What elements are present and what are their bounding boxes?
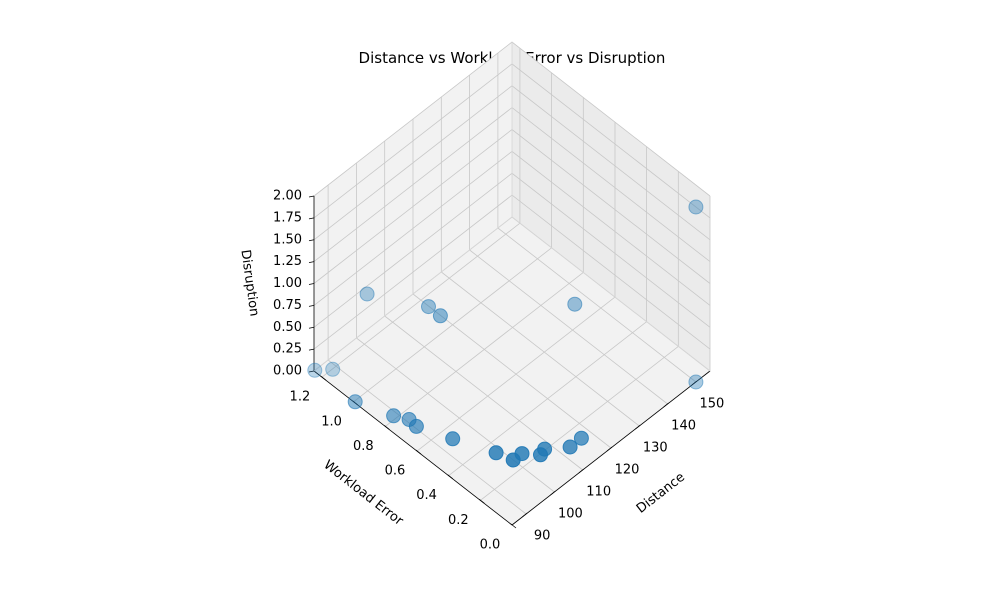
x-axis-label: Distance [634, 470, 688, 517]
z-tick [308, 304, 315, 307]
data-point [573, 430, 589, 446]
x-tick-label: 110 [586, 485, 611, 500]
y-tick-label: 0.6 [385, 464, 406, 479]
data-point [325, 361, 341, 377]
y-axis-line [313, 370, 513, 526]
y-tick-label: 0.2 [448, 513, 469, 528]
z-tick [308, 283, 315, 285]
z-tick [308, 370, 315, 373]
z-tick [308, 217, 315, 220]
z-tick-label: 0.75 [273, 298, 302, 313]
y-tick [479, 499, 485, 504]
y-tick [415, 449, 422, 455]
x-tick-label: 140 [671, 419, 696, 434]
y-tick-label: 0.0 [480, 538, 501, 553]
z-tick-label: 1.25 [273, 254, 302, 269]
z-axis-label: Disruption [237, 249, 261, 318]
data-point [386, 408, 402, 424]
z-tick-label: 0.25 [273, 342, 302, 357]
x-tick-label: 120 [615, 463, 640, 478]
y-tick-label: 0.8 [353, 439, 374, 454]
x-tick [635, 424, 641, 430]
data-point [505, 452, 521, 468]
x-tick [521, 512, 528, 518]
y-tick-label: 1.0 [321, 414, 342, 429]
data-point [688, 199, 704, 215]
y-tick-label: 1.2 [290, 390, 311, 405]
data-point [408, 418, 424, 434]
x-tick-label: 90 [534, 529, 551, 544]
y-tick [447, 474, 453, 480]
data-point [432, 308, 448, 324]
data-point [359, 286, 375, 302]
x-tick [578, 468, 584, 474]
z-tick-label: 1.50 [273, 232, 302, 247]
x-tick [663, 402, 669, 408]
data-point [445, 431, 461, 447]
y-tick [320, 375, 327, 381]
z-tick-label: 1.00 [273, 276, 302, 291]
z-tick [308, 326, 315, 329]
data-points [307, 199, 704, 468]
y-tick [384, 425, 390, 430]
data-point [347, 394, 363, 410]
z-tick [308, 348, 315, 351]
data-point [307, 362, 323, 378]
data-point [562, 439, 578, 455]
z-tick-label: 1.75 [273, 210, 302, 225]
x-tick-label: 150 [699, 397, 724, 412]
x-tick-label: 100 [558, 507, 583, 522]
z-tick-label: 0.00 [273, 364, 302, 379]
z-tick-label: 2.00 [273, 189, 302, 204]
z-tick-label: 0.50 [273, 320, 302, 335]
z-tick [308, 195, 315, 198]
tick-marks [308, 195, 698, 529]
y-tick [510, 523, 517, 529]
x-tick [606, 446, 613, 452]
x-tick-label: 130 [643, 441, 668, 456]
z-tick [308, 261, 315, 264]
x-tick [550, 490, 556, 496]
y-tick-label: 0.4 [416, 488, 437, 503]
data-point [488, 445, 504, 461]
x-tick [691, 380, 698, 386]
data-point [421, 299, 436, 315]
data-point [688, 374, 704, 390]
data-point [567, 296, 583, 312]
z-tick [308, 239, 315, 242]
data-point [533, 447, 548, 463]
